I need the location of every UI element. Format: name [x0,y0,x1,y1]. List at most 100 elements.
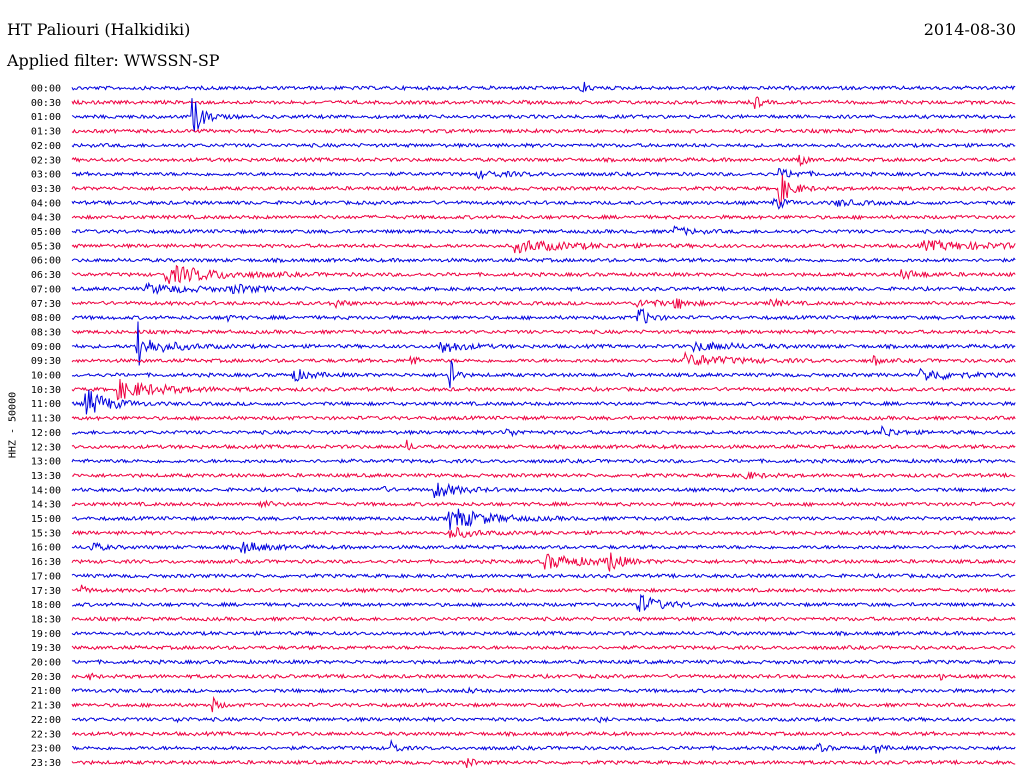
trace-row-1230 [71,439,1016,451]
trace-row-1630 [71,552,1016,572]
time-tick-label: 18:00 [31,600,61,611]
time-tick-label: 01:30 [31,127,61,138]
trace-row-0500 [71,225,1016,237]
time-tick-label: 11:30 [31,414,61,425]
time-tick-label: 00:00 [31,84,61,95]
time-tick-label: 00:30 [31,98,61,109]
trace-row-0430 [71,213,1016,221]
seismic-traces [71,81,1016,769]
time-tick-label: 03:30 [31,184,61,195]
time-tick-label: 04:00 [31,198,61,209]
time-tick-label: 12:30 [31,442,61,453]
time-tick-label: 14:30 [31,500,61,511]
time-tick-label: 15:00 [31,514,61,525]
trace-row-1330 [71,471,1016,480]
trace-row-1900 [71,630,1016,637]
time-tick-label: 19:30 [31,643,61,654]
trace-row-2100 [71,686,1016,694]
trace-row-2200 [71,716,1016,724]
trace-row-1930 [71,644,1016,651]
trace-row-1000 [71,360,1016,389]
trace-row-2130 [71,695,1016,713]
trace-row-0230 [71,154,1016,167]
time-tick-label: 11:00 [31,399,61,410]
time-tick-labels: 00:00 00:30 01:00 01:30 02:00 02:30 03:00 03:30… [31,84,61,769]
trace-row-0800 [71,308,1016,324]
trace-row-2030 [71,672,1016,681]
time-tick-label: 14:00 [31,485,61,496]
time-tick-label: 22:30 [31,729,61,740]
trace-row-0000 [71,81,1016,93]
trace-row-0330 [71,174,1016,207]
time-tick-label: 23:30 [31,758,61,769]
time-tick-label: 13:30 [31,471,61,482]
station-title: HT Paliouri (Halkidiki) [7,20,191,39]
time-tick-label: 05:00 [31,227,61,238]
trace-row-1300 [71,457,1016,465]
trace-row-1200 [71,424,1016,438]
time-tick-label: 23:00 [31,744,61,755]
time-tick-label: 09:30 [31,356,61,367]
trace-row-0630 [71,264,1016,284]
trace-row-1500 [72,508,1016,530]
trace-row-0530 [71,239,1016,254]
trace-row-0600 [71,257,1016,264]
trace-row-0730 [71,297,1016,310]
time-tick-label: 17:30 [31,586,61,597]
trace-row-0030 [71,96,1016,110]
time-tick-label: 21:30 [31,701,61,712]
time-tick-label: 08:00 [31,313,61,324]
trace-row-1830 [71,615,1016,623]
trace-row-0830 [71,328,1016,336]
time-tick-label: 07:00 [31,284,61,295]
time-tick-label: 07:30 [31,299,61,310]
trace-row-0900 [71,321,1016,366]
time-tick-label: 03:00 [31,170,61,181]
trace-row-1030 [71,378,1016,401]
time-tick-label: 21:00 [31,686,61,697]
time-tick-label: 08:30 [31,327,61,338]
trace-row-0930 [71,350,1016,366]
time-tick-label: 02:30 [31,155,61,166]
trace-row-1700 [71,572,1016,580]
trace-row-1100 [71,389,1016,415]
date-label: 2014-08-30 [923,20,1016,39]
trace-row-0400 [71,197,1016,210]
time-tick-label: 04:30 [31,213,61,224]
time-tick-label: 12:00 [31,428,61,439]
time-tick-label: 06:30 [31,270,61,281]
time-tick-label: 15:30 [31,528,61,539]
trace-row-0130 [71,127,1016,135]
time-tick-label: 09:00 [31,342,61,353]
time-tick-label: 01:00 [31,112,61,123]
time-tick-label: 06:00 [31,256,61,267]
trace-row-1400 [71,482,1016,498]
trace-row-1130 [71,414,1016,422]
trace-row-1430 [71,499,1016,509]
time-tick-label: 17:00 [31,571,61,582]
time-tick-label: 16:00 [31,543,61,554]
time-tick-label: 20:00 [31,658,61,669]
filter-label: Applied filter: WWSSN-SP [7,51,220,70]
trace-row-2300 [71,738,1016,754]
trace-row-1730 [71,584,1016,594]
time-tick-label: 13:00 [31,457,61,468]
trace-row-0300 [71,167,1016,181]
trace-row-2000 [71,658,1016,666]
time-tick-label: 20:30 [31,672,61,683]
time-tick-label: 02:00 [31,141,61,152]
time-tick-label: 10:30 [31,385,61,396]
time-tick-label: 16:30 [31,557,61,568]
trace-row-0100 [71,98,1016,133]
trace-row-1530 [71,526,1016,539]
trace-row-2230 [71,730,1016,738]
time-tick-label: 22:00 [31,715,61,726]
trace-row-0700 [71,281,1016,295]
trace-row-1800 [71,593,1016,612]
time-tick-label: 19:00 [31,629,61,640]
time-tick-label: 05:30 [31,241,61,252]
trace-row-1600 [71,541,1016,554]
trace-row-0200 [71,142,1016,149]
trace-row-2330 [71,758,1016,769]
